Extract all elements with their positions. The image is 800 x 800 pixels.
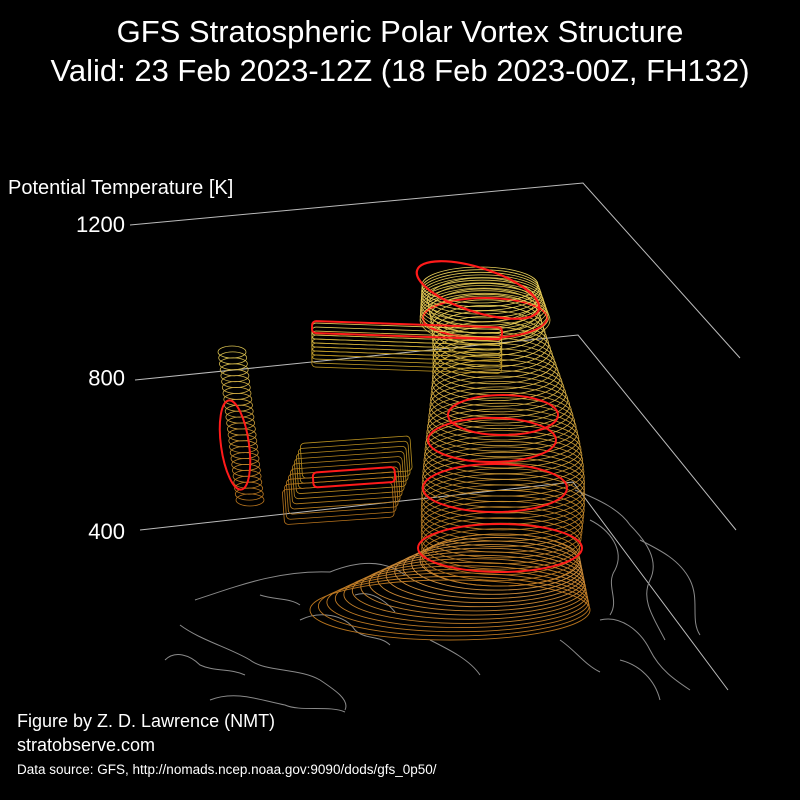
coastlines — [164, 489, 701, 713]
vortex-base-ring — [326, 572, 589, 633]
z-axis-label: Potential Temperature [K] — [8, 177, 233, 199]
vortex-filament-highlight — [218, 399, 252, 491]
vortex-highlight-ring — [422, 463, 568, 513]
vortex-column-ring — [421, 457, 586, 508]
data-source-credit: Data source: GFS, http://nomads.ncep.noa… — [17, 762, 437, 777]
chart-subtitle: Valid: 23 Feb 2023-12Z (18 Feb 2023-00Z,… — [50, 53, 750, 88]
vortex-cap-ring — [421, 269, 540, 308]
vortex-cap-ring — [420, 277, 543, 319]
vortex-cap-ring — [421, 271, 541, 311]
vortex-base-ring — [351, 561, 587, 620]
vortex-column-ring — [422, 440, 584, 491]
vortex-cap-ring — [420, 282, 545, 326]
vortex-base-ring — [368, 554, 586, 612]
vortex-column-ring — [429, 381, 571, 430]
author-credit: Figure by Z. D. Lawrence (NMT) — [17, 711, 276, 731]
vortex-mid-lobe-contour — [286, 471, 399, 515]
vortex-column-ring — [424, 424, 582, 475]
vortex-column-ring — [426, 408, 578, 458]
vortex-mid-lobe-contour — [292, 456, 405, 500]
website-credit: stratobserve.com — [17, 735, 156, 755]
vortex-column-ring — [420, 495, 584, 548]
vortex-column-ring — [431, 353, 561, 401]
vortex-lobe-contour — [311, 354, 503, 374]
vortex-column-ring — [422, 451, 585, 503]
vortex-mid-lobe-highlight — [311, 466, 397, 489]
vortex-highlight-ring — [427, 417, 557, 463]
vortex-highlight-ring — [447, 394, 559, 436]
vortex-column-ring — [422, 446, 585, 497]
vortex-column-ring — [427, 402, 577, 452]
vortex-highlight-ring — [417, 523, 583, 573]
vortex-base-ring — [317, 576, 590, 637]
vortex-filament-ring — [234, 487, 264, 501]
vortex-isosurface — [217, 260, 591, 641]
vortex-mid-lobe-contour — [290, 461, 403, 505]
vortex-column-ring — [428, 392, 574, 441]
vortex-base-ring — [360, 558, 586, 616]
vortex-column-ring — [421, 468, 586, 520]
vortex-cap-ring — [419, 295, 551, 345]
vortex-column-ring — [421, 517, 581, 570]
vortex-column-ring — [424, 430, 583, 480]
grid-line-400 — [139, 481, 729, 691]
z-tick-label-400: 400 — [88, 519, 125, 544]
vortex-column-ring — [420, 484, 585, 536]
vortex-base-ring — [385, 547, 584, 604]
vortex-column-ring — [421, 533, 579, 587]
vortex-base-ring — [394, 544, 583, 599]
vortex-column-ring — [430, 299, 543, 345]
z-tick-label-800: 800 — [88, 366, 125, 391]
vortex-column-ring — [431, 359, 563, 407]
vortex-lobe-highlight — [310, 320, 504, 341]
vortex-base-ring — [343, 565, 588, 624]
vortex-column-ring — [425, 419, 581, 469]
grid-line-1200 — [129, 182, 741, 359]
vortex-base-ring — [411, 537, 582, 591]
vortex-column-ring — [420, 506, 583, 559]
z-tick-label-1200: 1200 — [76, 212, 125, 237]
vortex-column-ring — [430, 375, 569, 424]
grid-line-800 — [134, 334, 737, 531]
vortex-cap-ring — [420, 279, 544, 322]
vortex-column-ring — [427, 397, 576, 447]
vortex-mid-lobe-contour — [284, 476, 397, 520]
vortex-cap-edge — [415, 260, 541, 320]
vortex-cap-ring — [419, 290, 549, 337]
axes-frame — [129, 182, 741, 691]
vortex-filament-ring — [235, 493, 265, 507]
vortex-cap-ring — [419, 292, 550, 341]
chart-title: GFS Stratospheric Polar Vortex Structure — [116, 14, 684, 49]
vortex-mid-lobe-contour — [294, 451, 407, 494]
